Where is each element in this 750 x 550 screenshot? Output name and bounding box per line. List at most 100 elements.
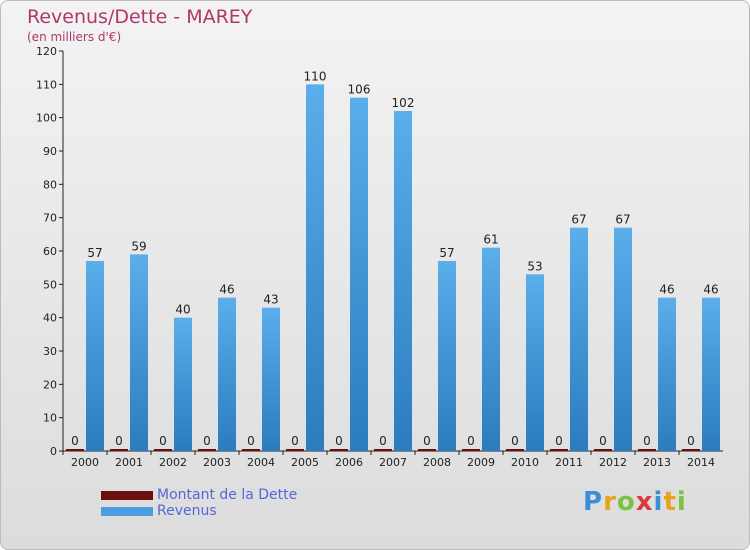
logo-letter: r [603, 487, 617, 517]
x-tick-label: 2013 [643, 456, 671, 469]
bar-dette [638, 449, 656, 451]
legend-label-dette: Montant de la Dette [157, 487, 298, 503]
bar-dette-value: 0 [687, 434, 695, 448]
bar-revenus [570, 227, 588, 451]
bar-dette-value: 0 [203, 434, 211, 448]
x-tick-label: 2014 [687, 456, 715, 469]
bar-revenus-value: 67 [571, 213, 586, 227]
bar-revenus [438, 261, 456, 451]
logo-letter: t [663, 487, 677, 517]
bar-dette [594, 449, 612, 451]
legend-item-revenus: Revenus [101, 503, 297, 519]
x-tick-label: 2006 [335, 456, 363, 469]
bar-revenus [86, 261, 104, 451]
bar-revenus-value: 57 [439, 246, 454, 260]
y-tick-label: 80 [43, 178, 57, 191]
bar-dette [154, 449, 172, 451]
bar-dette-value: 0 [71, 434, 79, 448]
x-tick-label: 2009 [467, 456, 495, 469]
chart-title: Revenus/Dette - MAREY [27, 6, 253, 28]
bar-dette [418, 449, 436, 451]
bar-dette [198, 449, 216, 451]
bar-revenus-value: 46 [703, 283, 718, 297]
x-tick-label: 2012 [599, 456, 627, 469]
x-tick-label: 2008 [423, 456, 451, 469]
bar-dette [110, 449, 128, 451]
y-tick-label: 70 [43, 212, 57, 225]
bar-revenus [702, 297, 720, 451]
y-tick-label: 30 [43, 345, 57, 358]
y-tick-label: 40 [43, 312, 57, 325]
bar-dette-value: 0 [423, 434, 431, 448]
bar-dette [286, 449, 304, 451]
bar-revenus-value: 67 [615, 213, 630, 227]
bar-dette [242, 449, 260, 451]
bar-revenus [262, 307, 280, 451]
x-tick-label: 2001 [115, 456, 143, 469]
y-tick-label: 60 [43, 245, 57, 258]
bar-revenus [306, 84, 324, 451]
bar-dette-value: 0 [115, 434, 123, 448]
bar-dette [374, 449, 392, 451]
bar-revenus-value: 46 [219, 283, 234, 297]
y-tick-label: 0 [50, 445, 57, 458]
legend-swatch-dette [101, 490, 153, 500]
logo-letter: P [583, 487, 604, 517]
logo-letter: x [635, 487, 654, 517]
x-tick-label: 2005 [291, 456, 319, 469]
bar-revenus [130, 254, 148, 451]
y-tick-label: 20 [43, 378, 57, 391]
bar-revenus [482, 247, 500, 451]
bar-dette-value: 0 [379, 434, 387, 448]
bar-revenus [218, 297, 236, 451]
bar-dette-value: 0 [335, 434, 343, 448]
x-tick-label: 2004 [247, 456, 275, 469]
x-tick-label: 2011 [555, 456, 583, 469]
x-tick-label: 2002 [159, 456, 187, 469]
bar-revenus [394, 111, 412, 451]
bar-dette [330, 449, 348, 451]
y-tick-label: 50 [43, 278, 57, 291]
bar-revenus-value: 57 [87, 246, 102, 260]
bar-dette-value: 0 [159, 434, 167, 448]
bar-dette-value: 0 [643, 434, 651, 448]
bar-dette-value: 0 [555, 434, 563, 448]
x-tick-label: 2000 [71, 456, 99, 469]
bar-revenus [174, 317, 192, 451]
y-tick-label: 90 [43, 145, 57, 158]
bar-revenus [526, 274, 544, 451]
y-tick-label: 100 [36, 112, 57, 125]
bar-revenus-value: 43 [263, 293, 278, 307]
x-tick-label: 2007 [379, 456, 407, 469]
bar-dette-value: 0 [599, 434, 607, 448]
bar-revenus-value: 61 [483, 233, 498, 247]
bar-dette [506, 449, 524, 451]
chart-subtitle: (en milliers d'€) [27, 30, 122, 44]
bar-revenus-value: 110 [304, 69, 327, 83]
legend: Montant de la Dette Revenus [101, 487, 297, 519]
bar-dette [66, 449, 84, 451]
bar-dette [462, 449, 480, 451]
bar-dette-value: 0 [467, 434, 475, 448]
bar-revenus [658, 297, 676, 451]
y-tick-label: 120 [36, 45, 57, 58]
bar-dette-value: 0 [511, 434, 519, 448]
bar-revenus-value: 53 [527, 259, 542, 273]
bar-dette [682, 449, 700, 451]
legend-label-revenus: Revenus [157, 503, 217, 519]
bar-dette-value: 0 [291, 434, 299, 448]
legend-swatch-revenus [101, 506, 153, 516]
bar-revenus-value: 102 [392, 96, 415, 110]
bar-revenus-value: 40 [175, 303, 190, 317]
bar-revenus [350, 97, 368, 452]
bar-revenus [614, 227, 632, 451]
bar-revenus-value: 46 [659, 283, 674, 297]
x-tick-label: 2010 [511, 456, 539, 469]
bar-dette-value: 0 [247, 434, 255, 448]
y-tick-label: 10 [43, 412, 57, 425]
logo-letter: i [676, 487, 687, 517]
logo-letter: i [653, 487, 664, 517]
proxiti-logo: Proxiti [583, 487, 687, 517]
